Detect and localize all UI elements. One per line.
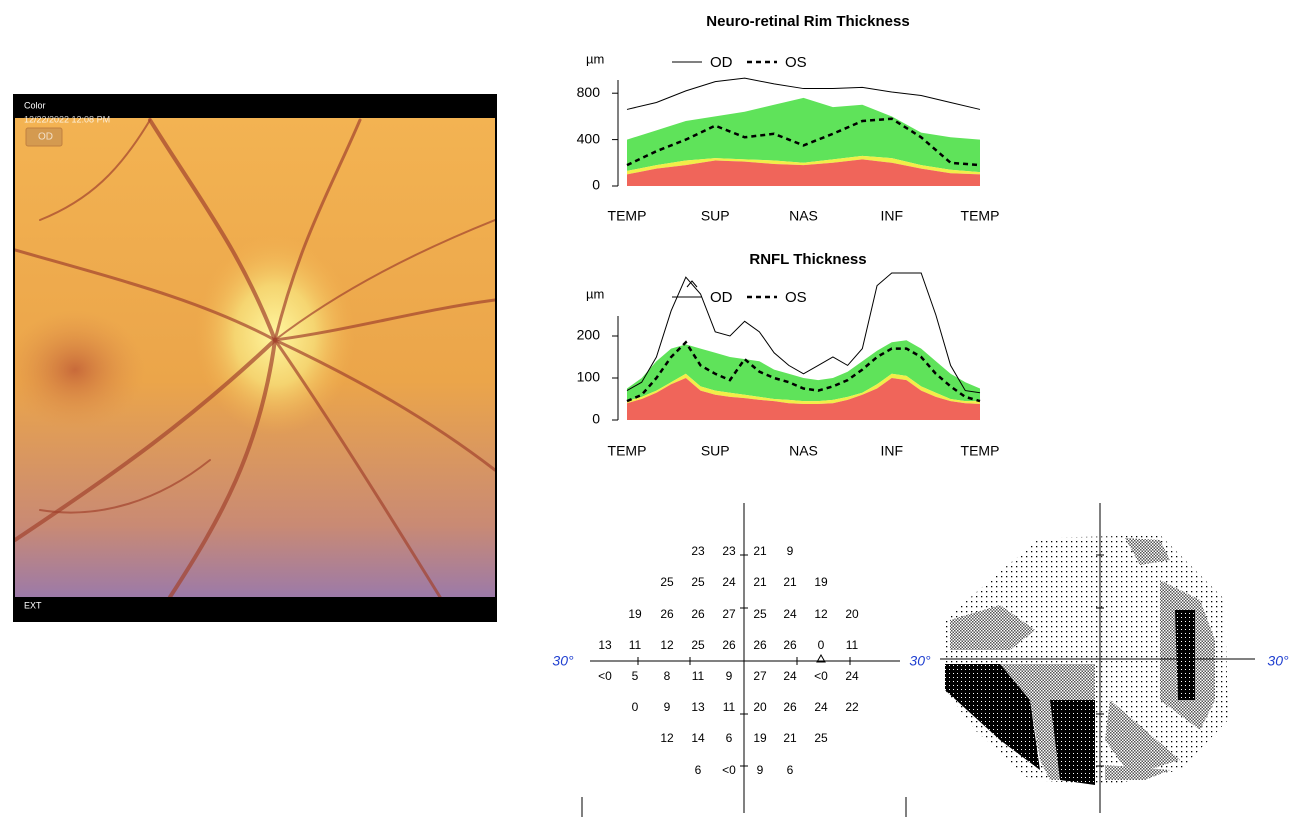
charts: Neuro-retinal Rim Thickness µm 0 400 800 TEMP… bbox=[577, 13, 1000, 459]
vf-value: 11 bbox=[692, 669, 705, 683]
vf-value: 12 bbox=[814, 607, 828, 621]
vf-value: <0 bbox=[722, 763, 736, 777]
norm-band bbox=[627, 98, 980, 172]
vf-value: 14 bbox=[691, 731, 705, 745]
vf-value: 12 bbox=[660, 731, 674, 745]
vf-value: 24 bbox=[783, 607, 797, 621]
vf-value: 6 bbox=[787, 763, 794, 777]
x-tick-label: SUP bbox=[701, 443, 730, 459]
vf-value: 25 bbox=[691, 575, 705, 589]
vf-value: 19 bbox=[814, 575, 828, 589]
vf-value: 26 bbox=[783, 638, 797, 652]
vf-value: 11 bbox=[846, 638, 859, 652]
image-timestamp: 12/22/2022 12:08 PM bbox=[24, 114, 110, 124]
vf-value: 5 bbox=[632, 669, 639, 683]
y-tick-label: 100 bbox=[577, 369, 601, 385]
vf-value: 13 bbox=[598, 638, 612, 652]
vf-value: 0 bbox=[818, 638, 825, 652]
vf-value: 23 bbox=[722, 544, 736, 558]
vf-value: 27 bbox=[753, 669, 767, 683]
vf-value: 11 bbox=[723, 700, 736, 714]
vf-value: 26 bbox=[753, 638, 767, 652]
vf-value: 25 bbox=[753, 607, 767, 621]
eye-button-label[interactable]: OD bbox=[38, 132, 53, 143]
y-axis-unit: µm bbox=[586, 286, 604, 301]
vf-value: 27 bbox=[722, 607, 736, 621]
vf-value: 24 bbox=[722, 575, 736, 589]
vf-value: 24 bbox=[814, 700, 828, 714]
y-axis-unit: µm bbox=[586, 51, 604, 66]
x-tick-label: INF bbox=[880, 208, 903, 224]
legend-label: OS bbox=[785, 289, 807, 306]
x-tick-label: TEMP bbox=[608, 208, 647, 224]
legend-label: OD bbox=[710, 289, 733, 306]
vf-value: 22 bbox=[845, 700, 859, 714]
vf-value: 8 bbox=[664, 669, 671, 683]
vf-value: 13 bbox=[691, 700, 705, 714]
y-tick-label: 800 bbox=[577, 84, 601, 100]
x-tick-label: TEMP bbox=[961, 208, 1000, 224]
vf-value: 9 bbox=[787, 544, 794, 558]
vf-value: 6 bbox=[726, 731, 733, 745]
visual-field-greyscale: 30° 30° bbox=[909, 503, 1289, 813]
x-tick-label: TEMP bbox=[961, 443, 1000, 459]
axis-degree-label: 30° bbox=[552, 653, 574, 669]
vf-value: 23 bbox=[691, 544, 705, 558]
chart-title: RNFL Thickness bbox=[749, 251, 866, 268]
fundus-image: Color 12/22/2022 12:08 PM OD EXT bbox=[5, 94, 497, 622]
vf-value: 24 bbox=[845, 669, 859, 683]
vf-value: 25 bbox=[814, 731, 828, 745]
x-tick-label: TEMP bbox=[608, 443, 647, 459]
vf-value: 26 bbox=[722, 638, 736, 652]
macula bbox=[5, 310, 145, 430]
x-tick-label: INF bbox=[880, 443, 903, 459]
vf-value: 21 bbox=[783, 575, 797, 589]
y-tick-label: 0 bbox=[592, 411, 600, 427]
vf-value: 9 bbox=[664, 700, 671, 714]
chart-title: Neuro-retinal Rim Thickness bbox=[706, 13, 909, 30]
x-tick-label: NAS bbox=[789, 208, 818, 224]
axis-degree-label: 30° bbox=[1267, 653, 1289, 669]
x-tick-label: SUP bbox=[701, 208, 730, 224]
legend-label: OD bbox=[710, 54, 733, 71]
y-tick-label: 400 bbox=[577, 130, 601, 146]
vf-value: 21 bbox=[753, 575, 767, 589]
vf-value: 6 bbox=[695, 763, 702, 777]
vf-value: 12 bbox=[660, 638, 674, 652]
chart: RNFL Thickness µm 0 100 200 TEMP SUP NAS INF TEMP… bbox=[577, 251, 1000, 459]
vf-value: <0 bbox=[598, 669, 612, 683]
page: Color 12/22/2022 12:08 PM OD EXT Neuro-r… bbox=[0, 0, 1291, 817]
vf-value: <0 bbox=[814, 669, 828, 683]
y-tick-label: 200 bbox=[577, 327, 601, 343]
vf-value: 25 bbox=[660, 575, 674, 589]
vf-value: 26 bbox=[691, 607, 705, 621]
vf-value: 21 bbox=[753, 544, 767, 558]
vf-value: 0 bbox=[632, 700, 639, 714]
vf-value: 24 bbox=[783, 669, 797, 683]
vf-value: 19 bbox=[753, 731, 767, 745]
vf-value: 26 bbox=[783, 700, 797, 714]
legend-label: OS bbox=[785, 54, 807, 71]
vf-value: 19 bbox=[628, 607, 642, 621]
vf-value: 20 bbox=[845, 607, 859, 621]
visual-field-numeric: 30° 23 23 21 9 25 25 24 21 21 19 19 26 26 27 25 24 12 20 1… bbox=[552, 503, 906, 817]
vf-value: 9 bbox=[726, 669, 733, 683]
y-tick-label: 0 bbox=[592, 177, 600, 193]
vf-value: 21 bbox=[783, 731, 797, 745]
axis-degree-label: 30° bbox=[909, 653, 931, 669]
vf-value: 11 bbox=[629, 638, 642, 652]
chart: Neuro-retinal Rim Thickness µm 0 400 800 TEMP… bbox=[577, 13, 1000, 224]
x-tick-label: NAS bbox=[789, 443, 818, 459]
vf-value: 20 bbox=[753, 700, 767, 714]
image-footer: EXT bbox=[24, 600, 42, 610]
footer-bar bbox=[15, 597, 495, 620]
vf-value: 25 bbox=[691, 638, 705, 652]
vf-value: 9 bbox=[757, 763, 764, 777]
vf-value: 26 bbox=[660, 607, 674, 621]
image-header: Color bbox=[24, 100, 46, 110]
